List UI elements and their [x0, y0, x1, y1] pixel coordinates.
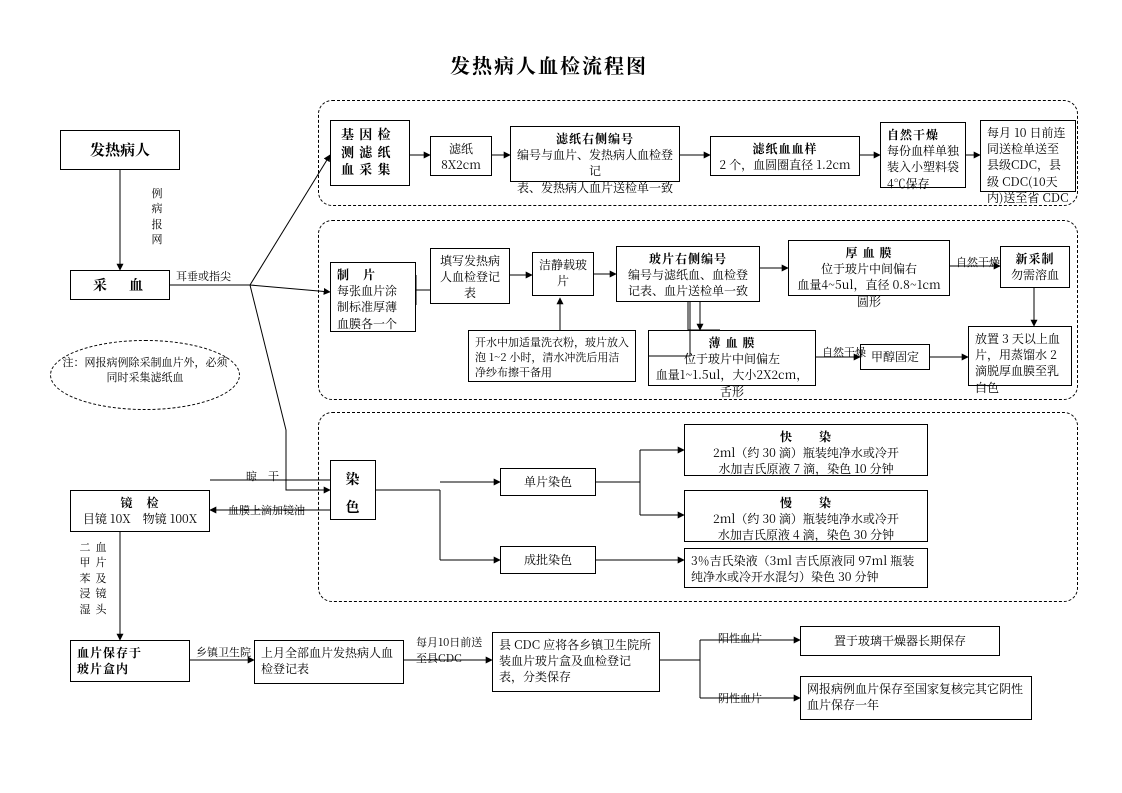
node-cdc: 县 CDC 应将各乡镇卫生院所装血片玻片盒及血检登记表，分类保存: [492, 632, 660, 692]
node-dry1: 自然干燥 每份血样单独 装入小塑料袋 4℃保存: [880, 122, 966, 188]
node-paperno: 滤纸右侧编号 编号与血片、发热病人血检登记表、发热病人血片送检单一致: [510, 126, 680, 182]
node-gene: 基 因 检 测 滤 纸 血 采 集: [330, 120, 410, 186]
node-old: 放置 3 天以上血片，用蒸馏水 2 滴脱厚血膜至乳白色: [968, 326, 1072, 386]
node-meth: 甲醇固定: [860, 344, 930, 370]
node-send1: 每月 10 日前连同送检单送至县级CDC，县级 CDC(10天内)送至省 CDC: [980, 120, 1076, 192]
node-patient: 发热病人: [60, 130, 180, 170]
page-title: 发热病人血检流程图: [450, 50, 648, 79]
node-neg: 网报病例血片保存至国家复核完其它阴性血片保存一年: [800, 676, 1032, 720]
node-single: 单片染色: [500, 468, 596, 496]
node-pos: 置于玻璃干燥器长期保存: [800, 626, 1000, 656]
label-netreport: 例病报网: [150, 186, 164, 248]
node-clean: 洁静载玻片: [532, 252, 594, 296]
label-pos: 阳性血片: [718, 630, 762, 646]
node-papersamp: 滤纸血血样 2 个，血圆圈直径 1.2cm: [710, 136, 860, 176]
label-v2: 二甲苯浸湿: [78, 540, 92, 617]
label-dry-a: 自然干燥: [956, 254, 1000, 270]
node-slideno: 玻片右侧编号 编号与滤纸血、血检登记表、血片送检单一致: [616, 246, 760, 302]
node-store: 血片保存于玻片盒内: [70, 640, 190, 682]
node-reg: 上月全部血片发热病人血检登记表: [254, 640, 404, 684]
node-collect: 采 血: [70, 270, 170, 300]
node-paper: 滤纸8X2cm: [430, 136, 492, 176]
node-wash: 开水中加适量洗衣粉，玻片放入泡 1~2 小时，清水冲洗后用洁净纱布擦干备用: [468, 330, 636, 382]
node-fill: 填写发热病人血检登记表: [430, 248, 510, 304]
node-micro: 镜 检目镜 10X 物镜 100X: [70, 490, 210, 532]
node-dye: 染色: [330, 460, 376, 520]
label-town: 乡镇卫生院: [196, 644, 251, 660]
node-batch: 成批染色: [500, 546, 596, 574]
label-airdry: 晾 干: [246, 468, 279, 484]
node-batchdye: 3％吉氏染液（3ml 吉氏原液同 97ml 瓶装纯净水或冷开水混匀）染色 30 …: [684, 548, 928, 588]
label-v1: 血片及镜头: [94, 540, 108, 617]
node-slow: 慢 染 2ml（约 30 滴）瓶装纯净水或冷开水加吉氏原液 4 滴，染色 30 …: [684, 490, 928, 542]
label-month: 每月10日前送至县CDC: [416, 634, 486, 666]
node-fast: 快 染 2ml（约 30 滴）瓶装纯净水或冷开水加吉氏原液 7 滴，染色 10 …: [684, 424, 928, 476]
node-thin: 薄 血 膜 位于玻片中间偏左血量1~1.5ul，大小2X2cm，舌形: [648, 330, 816, 386]
label-ear: 耳垂或指尖: [176, 268, 231, 284]
label-dry-b: 自然干燥: [822, 344, 866, 360]
label-oil: 血膜上滴加镜油: [228, 502, 305, 518]
node-thick: 厚 血 膜 位于玻片中间偏右血量4~5ul，直径 0.8~1cm 圆形: [788, 240, 950, 296]
label-neg: 阴性血片: [718, 690, 762, 706]
flowchart-canvas: 发热病人血检流程图 发热病人 采 血 注：网报病例除采制血片外，必须同时采集滤纸…: [0, 0, 1122, 793]
node-new: 新采制勿需溶血: [1000, 246, 1070, 288]
node-note: 注：网报病例除采制血片外，必须同时采集滤纸血: [50, 340, 240, 410]
node-slide: 制 片 每张血片涂 制标准厚薄 血膜各一个: [330, 262, 416, 332]
